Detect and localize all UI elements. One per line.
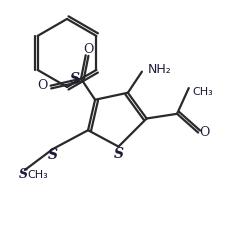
Text: O: O (83, 43, 93, 56)
Text: O: O (37, 79, 48, 92)
Text: S: S (48, 148, 58, 162)
Text: CH₃: CH₃ (192, 87, 213, 96)
Text: O: O (199, 126, 209, 139)
Text: S: S (114, 147, 123, 161)
Text: S: S (19, 168, 28, 181)
Text: NH₂: NH₂ (148, 63, 172, 76)
Text: S: S (70, 72, 80, 86)
Text: CH₃: CH₃ (27, 170, 48, 180)
